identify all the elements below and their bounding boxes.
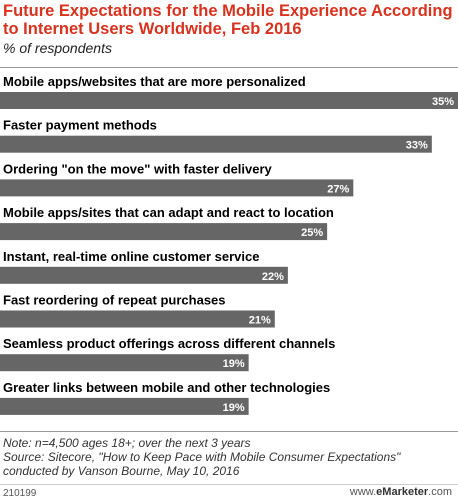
brand-suffix: .com bbox=[428, 486, 452, 498]
bar-chart: Mobile apps/websites that are more perso… bbox=[0, 74, 458, 415]
brand-prefix: www. bbox=[349, 486, 377, 498]
bar bbox=[0, 310, 275, 328]
bar bbox=[0, 397, 249, 415]
brand-logo: www.eMarketer.com bbox=[350, 486, 452, 498]
value-label: 19% bbox=[223, 402, 245, 414]
chart-subtitle: % of respondents bbox=[3, 40, 112, 56]
category-label: Mobile apps/sites that can adapt and rea… bbox=[3, 205, 334, 220]
category-label: Fast reordering of repeat purchases bbox=[3, 293, 226, 308]
chart-note: Note: n=4,500 ages 18+; over the next 3 … bbox=[3, 436, 251, 450]
category-label: Ordering "on the move" with faster deliv… bbox=[3, 161, 273, 176]
chart-id: 210199 bbox=[3, 488, 37, 499]
header-divider bbox=[0, 67, 458, 68]
category-label: Mobile apps/websites that are more perso… bbox=[3, 74, 306, 89]
category-label: Instant, real-time online customer servi… bbox=[3, 249, 259, 264]
bar bbox=[0, 354, 249, 372]
footer-divider bbox=[0, 431, 458, 432]
value-label: 22% bbox=[262, 271, 284, 283]
chart-source: Source: Sitecore, "How to Keep Pace with… bbox=[3, 450, 401, 478]
chart-title: Future Expectations for the Mobile Exper… bbox=[3, 2, 453, 38]
value-label: 25% bbox=[301, 227, 323, 239]
bar bbox=[0, 179, 354, 197]
value-label: 27% bbox=[327, 183, 349, 195]
category-label: Greater links between mobile and other t… bbox=[3, 380, 330, 395]
value-label: 35% bbox=[432, 96, 454, 108]
bar bbox=[0, 266, 288, 284]
value-label: 19% bbox=[223, 358, 245, 370]
value-label: 21% bbox=[249, 315, 271, 327]
value-label: 33% bbox=[406, 140, 428, 152]
brand-name: eMarketer bbox=[376, 486, 429, 498]
bar bbox=[0, 135, 432, 153]
category-label: Seamless product offerings across differ… bbox=[3, 336, 335, 351]
bar bbox=[0, 92, 458, 109]
bottom-divider bbox=[0, 484, 458, 485]
bar bbox=[0, 223, 328, 241]
category-label: Faster payment methods bbox=[3, 118, 157, 133]
